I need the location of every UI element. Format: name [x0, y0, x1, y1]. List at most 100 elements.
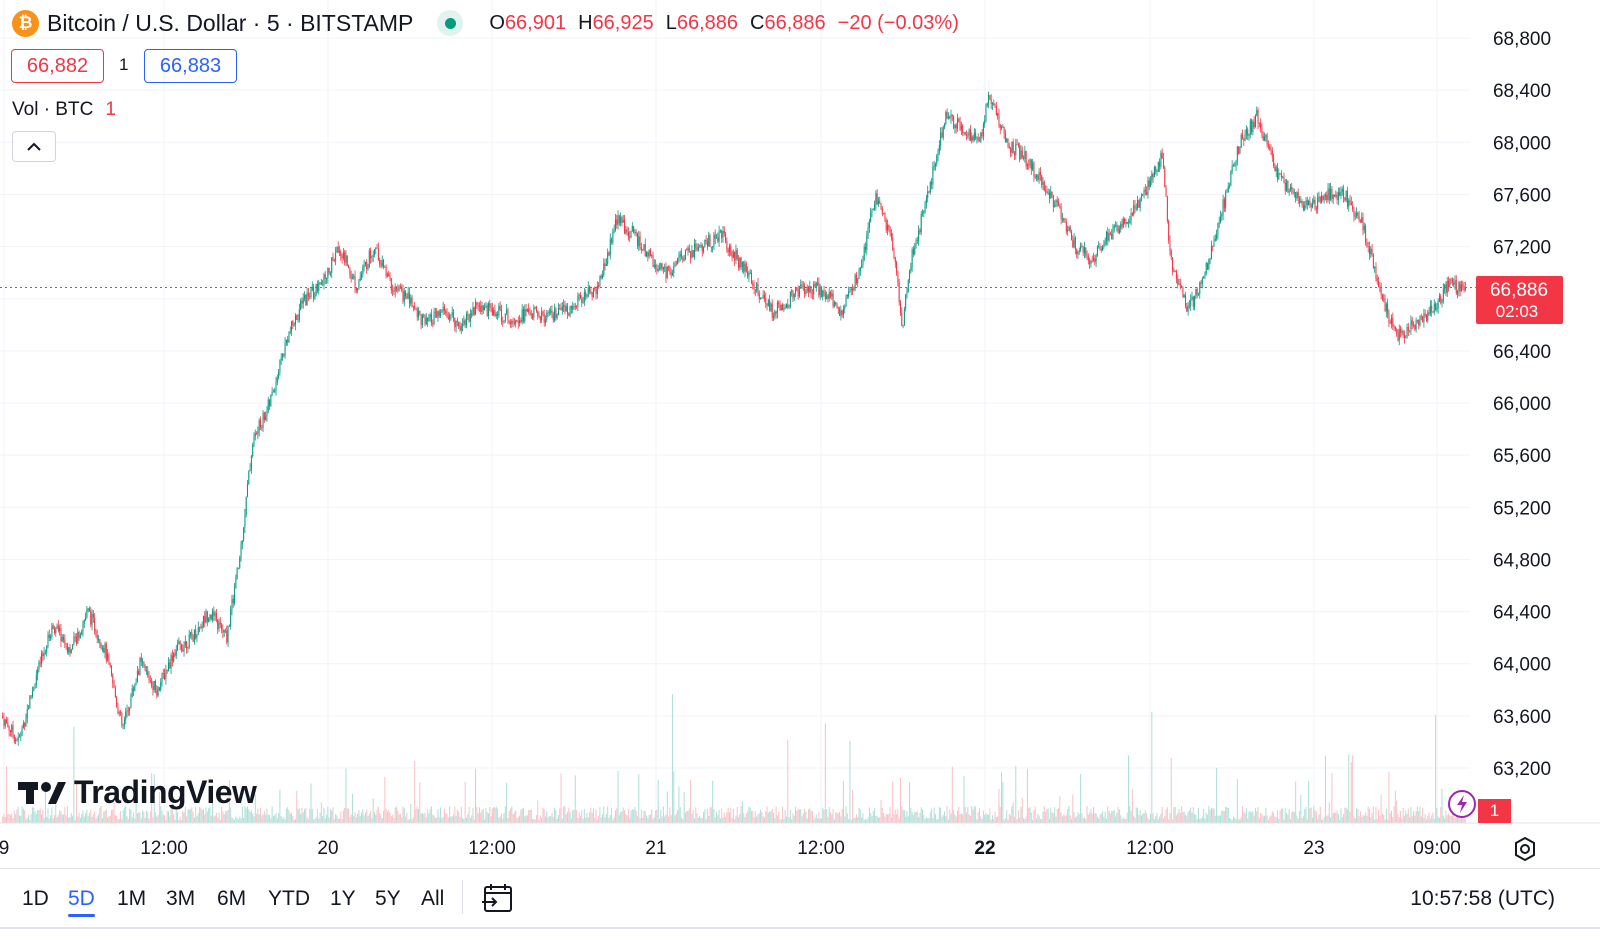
price-chart[interactable]: 63,20063,60064,00064,40064,80065,20065,6… — [0, 0, 1600, 868]
candle-body — [664, 266, 666, 268]
volume-bar — [388, 809, 390, 823]
volume-bar — [914, 812, 916, 823]
candle-body — [600, 275, 602, 278]
range-1m[interactable]: 1M — [117, 887, 147, 910]
market-open-icon[interactable] — [437, 10, 464, 36]
candle-body — [1388, 313, 1390, 323]
candle-body — [223, 629, 225, 633]
range-5y[interactable]: 5Y — [375, 887, 401, 910]
volume-bar — [463, 819, 465, 823]
volume-bar — [113, 802, 115, 823]
volume-bar — [1108, 810, 1110, 823]
collapse-legend-button[interactable] — [12, 131, 56, 162]
price-axis: 63,20063,60064,00064,40064,80065,20065,6… — [1493, 29, 1551, 780]
volume-bar — [1411, 816, 1413, 823]
volume-bar — [853, 818, 855, 823]
candle-body — [438, 311, 440, 316]
volume-bar — [497, 808, 499, 823]
volume-bar — [776, 815, 778, 823]
volume-bar — [1080, 773, 1082, 823]
range-1d[interactable]: 1D — [22, 887, 49, 910]
tradingview-logo[interactable]: TradingView — [18, 774, 257, 811]
range-6m[interactable]: 6M — [217, 887, 247, 910]
volume-bar — [1313, 806, 1315, 823]
candle-body — [96, 635, 98, 640]
candle-body — [40, 653, 43, 664]
candle-body — [6, 719, 8, 723]
candle-body — [648, 249, 650, 257]
volume-bar — [202, 808, 204, 823]
candle-body — [88, 608, 90, 612]
candle-body — [254, 433, 256, 437]
candle-body — [661, 263, 663, 270]
utc-clock[interactable]: 10:57:58 (UTC) — [1410, 887, 1555, 910]
lightning-icon[interactable] — [1448, 790, 1476, 818]
candle-body — [303, 295, 306, 299]
volume-bar — [327, 806, 329, 823]
volume-bar — [13, 810, 15, 823]
candle-body — [24, 722, 26, 727]
candle-body — [1001, 127, 1003, 129]
candle-body — [351, 277, 353, 279]
sell-button[interactable]: 66,882 — [11, 49, 104, 83]
range-ytd[interactable]: YTD — [268, 887, 310, 910]
range-all[interactable]: All — [421, 887, 445, 910]
volume-bar — [480, 812, 482, 823]
symbol-title[interactable]: Bitcoin / U.S. Dollar · 5 · BITSTAMP — [47, 9, 414, 36]
candle-body — [361, 274, 363, 278]
candle-body — [795, 287, 797, 294]
volume-bar — [1429, 818, 1431, 823]
volume-bar — [224, 811, 227, 823]
candle-body — [1248, 134, 1250, 136]
volume-bar — [1405, 810, 1407, 823]
alert-count-badge[interactable]: 1 — [1478, 799, 1511, 823]
volume-bar — [1221, 810, 1223, 823]
volume-bar — [1035, 818, 1038, 823]
candle-body — [782, 304, 784, 311]
candle-body — [519, 320, 521, 324]
candle-body — [1370, 248, 1372, 255]
volume-bar — [1379, 815, 1381, 823]
candle-body — [517, 321, 519, 324]
volume-bar — [1099, 814, 1101, 823]
candle-body — [1160, 152, 1162, 167]
volume-bar — [731, 817, 733, 823]
candle-body — [265, 416, 267, 420]
volume-bar — [944, 811, 946, 823]
volume-bar — [564, 806, 566, 823]
candle-body — [240, 544, 242, 558]
volume-bar — [437, 809, 439, 823]
candle-body — [526, 309, 528, 312]
candle-body — [1150, 180, 1152, 187]
volume-bar — [491, 808, 493, 823]
volume-bar — [129, 808, 131, 823]
volume-bar — [443, 808, 445, 823]
volume-bar — [681, 817, 683, 823]
candle-body — [423, 314, 425, 317]
candle-body — [876, 193, 878, 205]
candle-body — [425, 317, 427, 324]
candle-body — [1324, 194, 1326, 197]
range-1y[interactable]: 1Y — [330, 887, 356, 910]
volume-bar — [405, 816, 407, 823]
range-3m[interactable]: 3M — [166, 887, 196, 910]
volume-legend[interactable]: Vol · BTC 1 — [12, 99, 116, 120]
volume-bar — [1241, 806, 1244, 823]
candle-body — [1187, 305, 1189, 312]
candle-body — [620, 217, 622, 224]
buy-button[interactable]: 66,883 — [144, 49, 237, 83]
volume-bar — [1345, 807, 1347, 823]
candle-body — [152, 685, 154, 690]
go-to-date-icon[interactable] — [480, 882, 514, 914]
gear-icon[interactable] — [1512, 836, 1538, 862]
candle-body — [831, 293, 833, 297]
range-5d[interactable]: 5D — [68, 887, 95, 917]
volume-bar — [832, 808, 834, 823]
volume-bar — [1226, 807, 1228, 823]
volume-bar — [1090, 809, 1092, 823]
candle-body — [1243, 139, 1245, 141]
candle-body — [46, 646, 48, 653]
candle-body — [464, 320, 466, 325]
volume-bar — [763, 817, 765, 823]
volume-bar — [910, 808, 912, 823]
